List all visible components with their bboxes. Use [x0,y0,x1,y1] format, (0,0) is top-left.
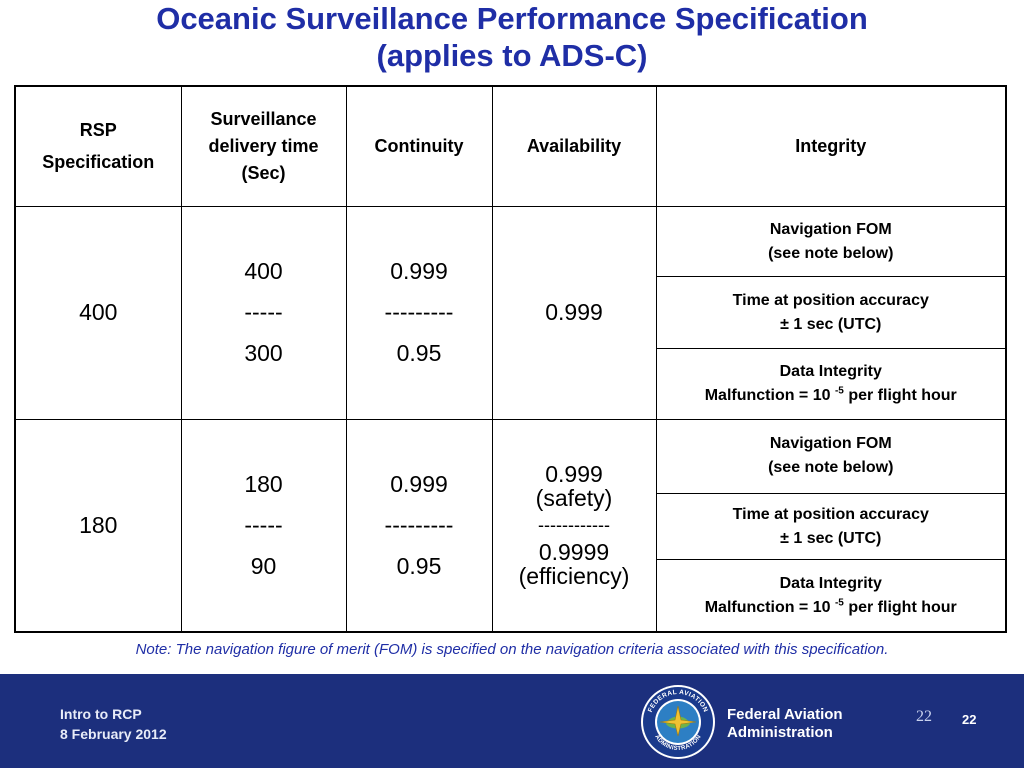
malfunction-text: Malfunction = 10 [704,387,831,405]
header-row: RSP Specification Surveillance delivery … [14,85,1007,207]
faa-seal-logo: FEDERAL AVIATION ADMINISTRATION [641,685,715,759]
integrity-detail: (see note below) [768,459,894,477]
integrity-label: Data Integrity [779,363,882,381]
availability-cell-180: 0.999 (safety) ------------ 0.9999 (effi… [491,418,657,633]
rsp-value-400: 400 [14,205,182,420]
integrity-detail: ± 1 sec (UTC) [780,315,882,333]
availability-qualifier: (safety) [535,485,613,512]
footer-bar: Intro to RCP 8 February 2012 FEDERAL AVI… [0,674,1024,768]
availability-cell-400: 0.999 [491,205,657,420]
integrity-nav-fom-400: Navigation FOM (see note below) [655,205,1007,278]
availability-value: 0.9999 [538,539,610,566]
integrity-detail: Malfunction = 10 -5 per flight hour [661,384,1002,408]
integrity-time-accuracy-400: Time at position accuracy ± 1 sec (UTC) [655,276,1007,350]
header-continuity: Continuity [345,85,493,207]
header-availability: Availability [491,85,657,207]
delivery-cell-180: 180 ----- 90 [180,418,347,633]
title-line-2: (applies to ADS-C) [376,38,648,73]
slide-number-secondary: 22 [916,708,932,725]
footer-course-info: Intro to RCP 8 February 2012 [60,704,167,744]
table-row: 400 400 ----- 300 0.999 --------- 0.95 0… [14,205,1007,420]
title-line-1: Oceanic Surveillance Performance Specifi… [156,1,868,36]
table-row: Data Integrity Malfunction = 10 -5 per f… [15,348,1007,420]
delivery-divider: ----- [244,511,283,538]
integrity-detail: ± 1 sec (UTC) [780,529,882,547]
availability-divider: ------------ [538,515,610,536]
integrity-data-integrity-180: Data Integrity Malfunction = 10 -5 per f… [655,559,1007,633]
per-flight-hour-text: per flight hour [848,598,957,616]
availability-value: 0.999 [545,299,603,326]
slide-number: 22 [962,712,977,727]
continuity-cell-400: 0.999 --------- 0.95 [345,205,493,420]
delivery-value: 300 [244,340,283,367]
integrity-data-integrity-400: Data Integrity Malfunction = 10 -5 per f… [655,348,1007,420]
integrity-label: Time at position accuracy [732,505,929,523]
header-integrity: Integrity [655,85,1007,207]
continuity-value: 0.95 [396,552,442,579]
agency-name: Federal Aviation Administration [727,706,843,742]
header-rsp-line-2: Specification [42,152,155,173]
slide-title: Oceanic Surveillance Performance Specifi… [0,0,1024,74]
course-date: 8 February 2012 [60,726,167,742]
table-row: Time at position accuracy ± 1 sec (UTC) [15,492,1007,561]
header-delivery-line-2: delivery time [208,135,319,156]
integrity-label: Time at position accuracy [732,291,929,309]
header-rsp-specification: RSP Specification [14,85,182,207]
integrity-time-accuracy-180: Time at position accuracy ± 1 sec (UTC) [655,492,1007,561]
continuity-value: 0.999 [390,470,448,497]
integrity-nav-fom-180: Navigation FOM (see note below) [655,418,1007,494]
delivery-value: 400 [244,258,283,285]
spec-table: RSP Specification Surveillance delivery … [14,85,1007,633]
integrity-label: Navigation FOM [769,220,892,238]
table-row: Data Integrity Malfunction = 10 -5 per f… [15,559,1007,633]
continuity-divider: --------- [384,511,454,538]
integrity-label: Data Integrity [779,574,882,592]
malfunction-text: Malfunction = 10 [704,598,831,616]
agency-line-1: Federal Aviation [727,706,843,723]
header-delivery-line-3: (Sec) [241,162,286,183]
header-delivery-time: Surveillance delivery time (Sec) [180,85,347,207]
table-row: 180 180 ----- 90 0.999 --------- 0.95 0.… [14,418,1007,633]
agency-line-2: Administration [727,724,833,741]
course-title: Intro to RCP [60,706,142,722]
integrity-detail: Malfunction = 10 -5 per flight hour [661,596,1002,620]
availability-qualifier: (efficiency) [518,563,630,590]
exponent: -5 [834,597,844,609]
integrity-label: Navigation FOM [769,435,892,453]
delivery-value: 90 [250,552,277,579]
delivery-cell-400: 400 ----- 300 [180,205,347,420]
continuity-value: 0.999 [390,258,448,285]
exponent: -5 [834,385,844,397]
delivery-divider: ----- [244,299,283,326]
continuity-divider: --------- [384,299,454,326]
per-flight-hour-text: per flight hour [848,387,957,405]
table-row: Time at position accuracy ± 1 sec (UTC) [15,276,1007,350]
delivery-value: 180 [244,470,283,497]
continuity-value: 0.95 [396,340,442,367]
header-rsp-line-1: RSP [79,120,117,141]
rsp-value-180: 180 [14,418,182,633]
continuity-cell-180: 0.999 --------- 0.95 [345,418,493,633]
header-delivery-line-1: Surveillance [210,108,317,129]
footnote: Note: The navigation figure of merit (FO… [135,641,889,658]
availability-value: 0.999 [545,461,603,488]
integrity-detail: (see note below) [768,244,894,262]
